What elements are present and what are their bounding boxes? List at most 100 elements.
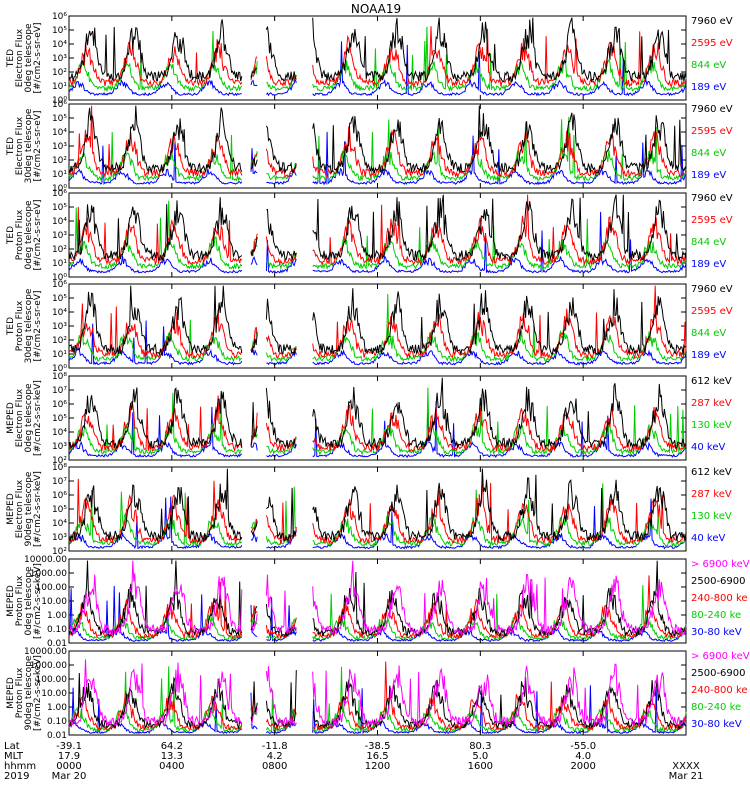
legend-entry: 130 keV <box>691 511 732 522</box>
y-tick-label: 10⁶ <box>52 400 67 410</box>
x-tick-label-mlt: 16.5 <box>366 751 388 762</box>
y-axis-label: MEPED <box>6 585 16 617</box>
y-tick-label: 10⁷ <box>52 477 67 487</box>
y-tick-label: 10⁶ <box>52 100 67 110</box>
x-tick-label-hhmm: 0400 <box>159 761 184 772</box>
legend-entry: 130 keV <box>691 420 732 431</box>
y-tick-label: 1.00 <box>47 611 67 621</box>
legend-entry: 7960 eV <box>691 104 733 115</box>
series-trace-189-ev <box>68 131 687 186</box>
series-trace-2595-ev <box>68 105 687 179</box>
legend-entry: 844 eV <box>691 148 726 159</box>
y-axis-label: TED <box>6 226 16 245</box>
y-tick-label: 10⁵ <box>52 294 67 304</box>
x-axis-row-label: MLT <box>4 751 24 762</box>
series-trace-2595-ev <box>68 285 687 360</box>
x-tick-label-lat: -39.1 <box>56 741 82 752</box>
y-tick-label: 10³ <box>52 54 67 64</box>
series-trace--6900-kev <box>68 659 687 728</box>
y-axis-label: MEPED <box>6 402 16 434</box>
series-trace-7960-ev <box>68 194 687 262</box>
y-tick-label: 10² <box>52 336 67 346</box>
legend-entry: 189 eV <box>691 82 726 93</box>
legend-entry: 80-240 ke <box>691 702 741 713</box>
x-axis-row-label: Lat <box>4 741 20 752</box>
legend-entry: 7960 eV <box>691 16 733 27</box>
series-trace--6900-kev <box>68 560 687 636</box>
y-tick-label: 1.00 <box>47 703 67 713</box>
legend-entry: 7960 eV <box>691 284 733 295</box>
legend-entry: 2500-6900 <box>691 576 746 587</box>
legend-entry: 2500-6900 <box>691 668 746 679</box>
y-axis-label: [#/cm2-s-sr-keV] <box>33 655 43 731</box>
y-tick-label: 1000.00 <box>30 569 67 579</box>
series-trace-612-kev <box>68 377 687 450</box>
legend-entry: 844 eV <box>691 237 726 248</box>
panel-4: 10⁰ 10¹ 10² 10³ 10⁴ 10⁵ 10⁶ TED Proton Flux 30deg… <box>6 280 733 374</box>
y-tick-label: 10¹ <box>52 350 67 360</box>
y-tick-label: 0.10 <box>47 625 67 635</box>
series-trace-844-ev <box>68 26 687 93</box>
y-tick-label: 10⁵ <box>52 414 67 424</box>
y-tick-label: 100.00 <box>36 675 68 685</box>
x-tick-label-mlt: 5.0 <box>472 751 488 762</box>
y-axis-label: [#/cm2-s-sr-eV] <box>33 111 43 182</box>
panel-6: 10² 10³ 10⁴ 10⁵ 10⁶ 10⁷ 10⁸ MEPED Electron Flux 9… <box>6 463 732 557</box>
y-axis-label: Proton Flux <box>15 575 25 626</box>
x-tick-label-lat: 80.3 <box>469 741 491 752</box>
legend-entry: 612 keV <box>691 467 732 478</box>
panel-3: 10⁰ 10¹ 10² 10³ 10⁴ 10⁵ 10⁶ TED Proton Flux 0deg … <box>6 189 733 283</box>
x-tick-label-lat: -55.0 <box>570 741 596 752</box>
x-tick-label-hhmm: 0000 <box>56 761 81 772</box>
y-tick-label: 10³ <box>52 231 67 241</box>
y-axis-label: 0deg telescope <box>24 23 34 93</box>
legend-entry: 2595 eV <box>691 38 733 49</box>
legend-entry: 2595 eV <box>691 215 733 226</box>
y-axis-label: [#/cm2-s-sr-eV] <box>33 200 43 271</box>
panel-1: 10⁰ 10¹ 10² 10³ 10⁴ 10⁵ 10⁶ TED Electron Flux 0de… <box>6 12 733 106</box>
y-tick-label: 10⁷ <box>52 386 67 396</box>
series-trace-30-80-kev <box>68 585 687 643</box>
y-axis-label: [#/cm2-s-sr-keV] <box>33 471 43 547</box>
y-tick-label: 10000.00 <box>24 647 67 657</box>
series-trace-189-ev <box>68 41 687 97</box>
x-tick-label-hhmm: XXXX <box>672 761 700 772</box>
x-tick-label-date: Mar 20 <box>52 771 87 782</box>
x-tick-label-hhmm: 1600 <box>468 761 493 772</box>
y-tick-label: 10⁴ <box>52 308 67 318</box>
series-trace-189-ev <box>68 320 687 366</box>
y-tick-label: 10⁴ <box>52 519 67 529</box>
y-axis-label: MEPED <box>6 677 16 709</box>
y-tick-label: 10⁴ <box>52 40 67 50</box>
series-trace-40-kev <box>68 401 687 459</box>
y-tick-label: 0.01 <box>47 639 67 649</box>
y-tick-label: 10⁵ <box>52 505 67 515</box>
y-tick-label: 100.00 <box>36 583 68 593</box>
y-axis-label: 0deg telescope <box>24 383 34 453</box>
y-tick-label: 10⁰ <box>52 273 67 283</box>
y-tick-label: 10² <box>52 245 67 255</box>
legend-entry: 80-240 ke <box>691 610 741 621</box>
x-tick-label-mlt: 17.9 <box>58 751 80 762</box>
y-tick-label: 10⁶ <box>52 12 67 22</box>
y-tick-label: 10⁸ <box>52 463 67 473</box>
y-axis-label: TED <box>6 317 16 336</box>
panel-2: 10⁰ 10¹ 10² 10³ 10⁴ 10⁵ 10⁶ TED Electron Flux 30d… <box>6 100 733 194</box>
y-tick-label: 10⁶ <box>52 491 67 501</box>
x-tick-label-mlt: 4.2 <box>267 751 283 762</box>
y-tick-label: 10³ <box>52 142 67 152</box>
y-axis-label: 30deg telescope <box>24 288 34 363</box>
y-axis-label: [#/cm2-s-sr-eV] <box>33 291 43 362</box>
y-tick-label: 10² <box>52 456 67 466</box>
x-tick-label-mlt: 13.3 <box>161 751 183 762</box>
legend-entry: 40 keV <box>691 442 725 453</box>
legend-entry: 40 keV <box>691 533 725 544</box>
series-trace-287-kev <box>68 469 687 546</box>
y-tick-label: 10.00 <box>41 597 67 607</box>
y-tick-label: 10¹ <box>52 259 67 269</box>
panel-5: 10² 10³ 10⁴ 10⁵ 10⁶ 10⁷ 10⁸ MEPED Electron Flux 0… <box>6 372 732 466</box>
y-axis-label: [#/cm2-s-sr-eV] <box>33 23 43 94</box>
legend-entry: 30-80 keV <box>691 627 742 638</box>
